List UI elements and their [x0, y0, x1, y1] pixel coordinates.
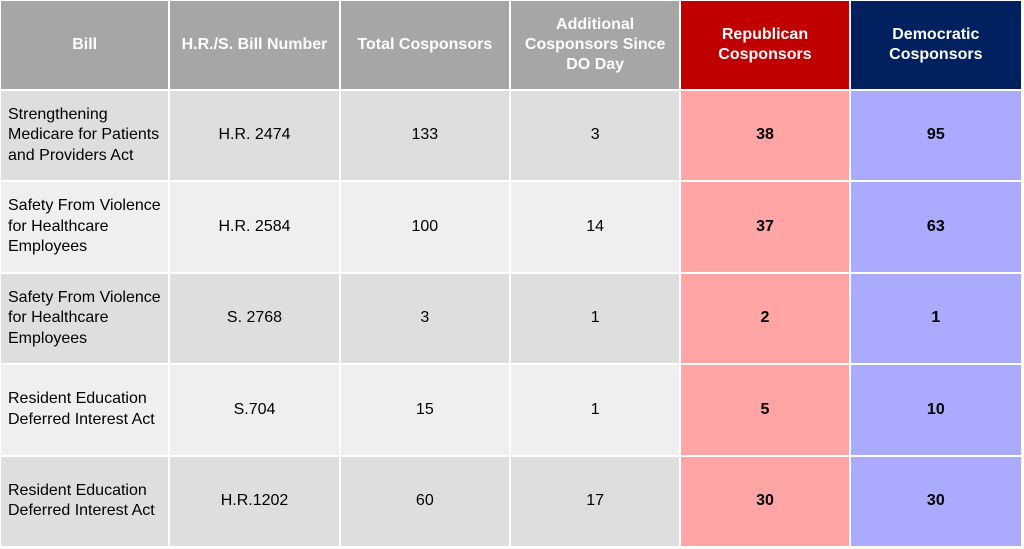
table-row: Resident Education Deferred Interest Act… — [1, 365, 1021, 455]
bill-name-cell: Safety From Violence for Healthcare Empl… — [1, 182, 169, 272]
additional-cosponsors-cell: 17 — [510, 456, 680, 546]
republican-cosponsors-cell: 2 — [681, 273, 849, 364]
bill-name-cell: Safety From Violence for Healthcare Empl… — [1, 273, 169, 364]
table-row: Safety From Violence for Healthcare Empl… — [1, 182, 1021, 272]
bill-number-cell: S. 2768 — [170, 273, 339, 364]
total-cosponsors-cell: 100 — [340, 182, 509, 272]
header-democratic-cosponsors: Democratic Cosponsors — [850, 1, 1021, 89]
table-row: Safety From Violence for Healthcare Empl… — [1, 273, 1021, 364]
republican-cosponsors-cell: 5 — [681, 365, 849, 455]
header-total-cosponsors: Total Cosponsors — [340, 1, 509, 89]
total-cosponsors-cell: 3 — [340, 273, 509, 364]
table-row: Strengthening Medicare for Patients and … — [1, 91, 1021, 181]
total-cosponsors-cell: 60 — [340, 456, 509, 546]
additional-cosponsors-cell: 1 — [510, 365, 680, 455]
republican-cosponsors-cell: 30 — [681, 456, 849, 546]
header-bill: Bill — [1, 1, 169, 89]
bill-number-cell: S.704 — [170, 365, 339, 455]
header-bill-number: H.R./S. Bill Number — [170, 1, 339, 89]
bill-name-cell: Strengthening Medicare for Patients and … — [1, 91, 169, 181]
bill-name-cell: Resident Education Deferred Interest Act — [1, 456, 169, 546]
democratic-cosponsors-cell: 1 — [850, 273, 1021, 364]
bill-number-cell: H.R. 2584 — [170, 182, 339, 272]
additional-cosponsors-cell: 1 — [510, 273, 680, 364]
bill-name-cell: Resident Education Deferred Interest Act — [1, 365, 169, 455]
bill-number-cell: H.R. 2474 — [170, 91, 339, 181]
header-additional-cosponsors: Additional Cosponsors Since DO Day — [510, 1, 680, 89]
additional-cosponsors-cell: 3 — [510, 91, 680, 181]
democratic-cosponsors-cell: 30 — [850, 456, 1021, 546]
total-cosponsors-cell: 133 — [340, 91, 509, 181]
democratic-cosponsors-cell: 95 — [850, 91, 1021, 181]
bill-number-cell: H.R.1202 — [170, 456, 339, 546]
total-cosponsors-cell: 15 — [340, 365, 509, 455]
header-republican-cosponsors: Republican Cosponsors — [681, 1, 849, 89]
democratic-cosponsors-cell: 10 — [850, 365, 1021, 455]
republican-cosponsors-cell: 37 — [681, 182, 849, 272]
additional-cosponsors-cell: 14 — [510, 182, 680, 272]
republican-cosponsors-cell: 38 — [681, 91, 849, 181]
header-row: Bill H.R./S. Bill Number Total Cosponsor… — [1, 1, 1021, 89]
democratic-cosponsors-cell: 63 — [850, 182, 1021, 272]
table-row: Resident Education Deferred Interest Act… — [1, 456, 1021, 546]
